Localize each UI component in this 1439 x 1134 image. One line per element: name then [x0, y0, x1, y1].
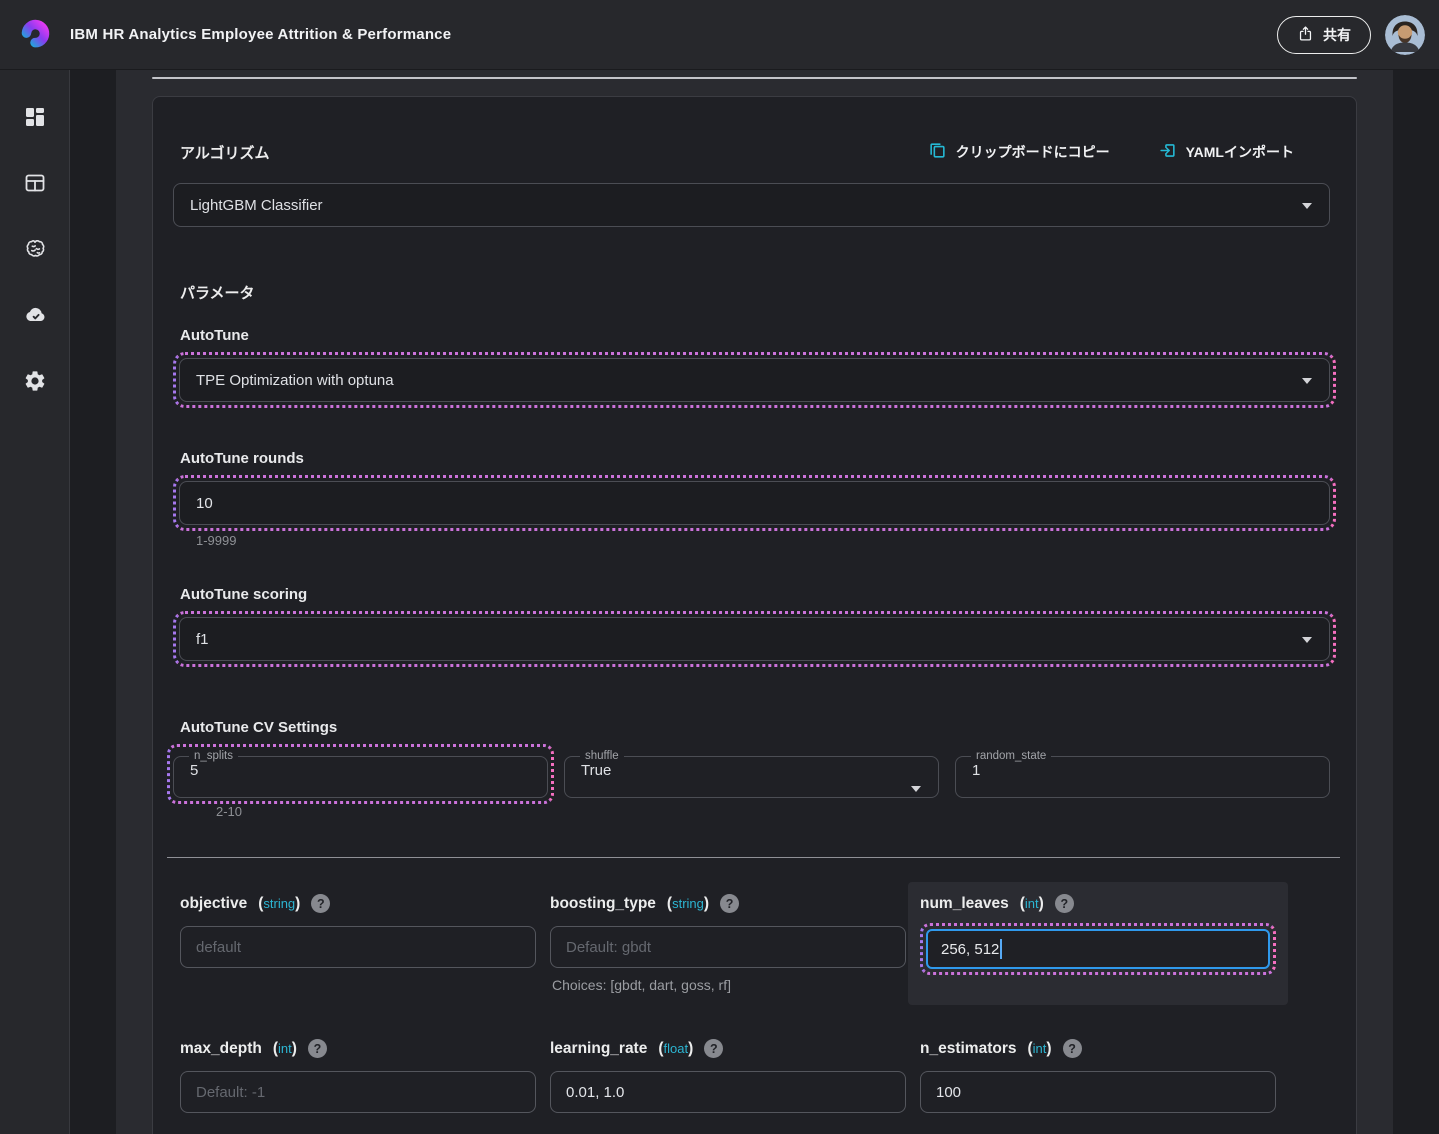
param-cell-boosting-type: boosting_type string ? Choices: [gbdt, d… [550, 894, 906, 993]
help-icon[interactable]: ? [1062, 1039, 1082, 1058]
random-state-value: 1 [972, 762, 981, 779]
copy-button-label: クリップボードにコピー [955, 144, 1110, 160]
autotune-rounds-highlight [173, 475, 1336, 531]
n-splits-legend: n_splits [194, 750, 233, 762]
autotune-scoring-highlight: f1 [173, 611, 1336, 667]
autotune-cv-label: AutoTune CV Settings [180, 719, 338, 736]
help-icon[interactable]: ? [311, 894, 331, 913]
chevron-down-icon [1302, 637, 1312, 643]
param-cell-max-depth: max_depth int ? [180, 1039, 536, 1113]
sidebar-item-settings-icon[interactable] [23, 369, 47, 393]
import-icon [1158, 141, 1177, 163]
algorithm-section-title: アルゴリズム [180, 144, 270, 162]
algorithm-select-value: LightGBM Classifier [190, 196, 323, 214]
shuffle-select[interactable]: shuffle True [564, 750, 939, 798]
n-estimators-input[interactable] [920, 1071, 1276, 1113]
param-name: learning_rate [550, 1039, 648, 1057]
autotune-scoring-label: AutoTune scoring [180, 586, 308, 603]
random-state-legend: random_state [976, 750, 1047, 762]
share-icon [1297, 25, 1314, 45]
num-leaves-value: 256, 512 [941, 940, 1000, 958]
param-type: int [1024, 895, 1039, 911]
page-title: IBM HR Analytics Employee Attrition & Pe… [70, 26, 452, 43]
learning-rate-input[interactable] [550, 1071, 906, 1113]
param-type: string [672, 895, 704, 911]
sidebar-item-table-icon[interactable] [23, 171, 47, 195]
objective-input[interactable] [180, 926, 536, 968]
left-sidebar [0, 70, 70, 1134]
sidebar-item-dashboard-icon[interactable] [23, 105, 47, 129]
autotune-scoring-select[interactable]: f1 [179, 617, 1330, 661]
autotune-scoring-value: f1 [196, 630, 209, 648]
autotune-rounds-input[interactable] [179, 481, 1330, 525]
autotune-select-value: TPE Optimization with optuna [196, 371, 394, 389]
param-cell-learning-rate: learning_rate float ? [550, 1039, 906, 1113]
param-type: int [278, 1040, 292, 1056]
param-type: string [263, 895, 296, 911]
autotune-highlight: TPE Optimization with optuna [173, 352, 1336, 408]
text-cursor [1000, 939, 1003, 959]
parameters-card: アルゴリズム クリップボードにコピー [152, 96, 1357, 1134]
previous-section-divider [152, 77, 1357, 79]
copy-to-clipboard-button[interactable]: クリップボードにコピー [928, 141, 1110, 163]
max-depth-input[interactable] [180, 1071, 536, 1113]
yaml-button-label: YAMLインポート [1185, 144, 1294, 160]
shuffle-value: True [581, 762, 612, 779]
random-state-field[interactable]: random_state 1 [955, 750, 1330, 798]
yaml-import-button[interactable]: YAMLインポート [1158, 141, 1294, 163]
autotune-select[interactable]: TPE Optimization with optuna [179, 358, 1330, 402]
main-panel: アルゴリズム クリップボードにコピー [116, 70, 1393, 1134]
help-icon[interactable]: ? [307, 1039, 327, 1058]
app-logo-icon[interactable] [16, 16, 54, 54]
chevron-down-icon [1302, 203, 1312, 209]
param-name: boosting_type [550, 894, 656, 912]
n-splits-value: 5 [190, 762, 199, 779]
chevron-down-icon [911, 786, 921, 792]
num-leaves-highlight: 256, 512 [920, 923, 1276, 975]
n-splits-highlight: n_splits 5 [167, 744, 554, 804]
sidebar-item-cloud-check-icon[interactable] [23, 303, 47, 327]
user-avatar[interactable] [1385, 14, 1425, 55]
share-button[interactable]: 共有 [1277, 15, 1371, 54]
chevron-down-icon [1302, 378, 1312, 384]
sidebar-item-brain-icon[interactable] [23, 237, 47, 261]
autotune-rounds-helper: 1-9999 [196, 533, 237, 548]
param-type: int [1032, 1040, 1047, 1056]
top-header: IBM HR Analytics Employee Attrition & Pe… [0, 0, 1439, 70]
param-name: num_leaves [920, 894, 1009, 912]
help-icon[interactable]: ? [720, 894, 740, 913]
shuffle-legend: shuffle [585, 750, 619, 762]
n-splits-field[interactable]: n_splits 5 [173, 750, 548, 798]
parameters-heading: パラメータ [180, 285, 255, 302]
autotune-rounds-label: AutoTune rounds [180, 450, 304, 467]
autotune-label: AutoTune [180, 327, 249, 344]
num-leaves-input[interactable]: 256, 512 [926, 929, 1270, 969]
param-cell-num-leaves: num_leaves int ? 256, 512 [908, 882, 1288, 1005]
n-splits-helper: 2-10 [216, 804, 243, 819]
help-icon[interactable]: ? [704, 1039, 724, 1058]
boosting-type-helper: Choices: [gbdt, dart, goss, rf] [552, 977, 731, 993]
copy-icon [928, 141, 947, 163]
param-cell-n-estimators: n_estimators int ? [920, 1039, 1276, 1113]
param-cell-objective: objective string ? [180, 894, 536, 993]
param-name: objective [180, 894, 248, 912]
section-divider [167, 857, 1340, 858]
param-type: float [663, 1040, 689, 1056]
param-name: n_estimators [920, 1039, 1017, 1057]
help-icon[interactable]: ? [1054, 894, 1074, 913]
boosting-type-input[interactable] [550, 926, 906, 968]
param-name: max_depth [180, 1039, 262, 1057]
share-button-label: 共有 [1323, 26, 1351, 43]
algorithm-select[interactable]: LightGBM Classifier [173, 183, 1330, 227]
